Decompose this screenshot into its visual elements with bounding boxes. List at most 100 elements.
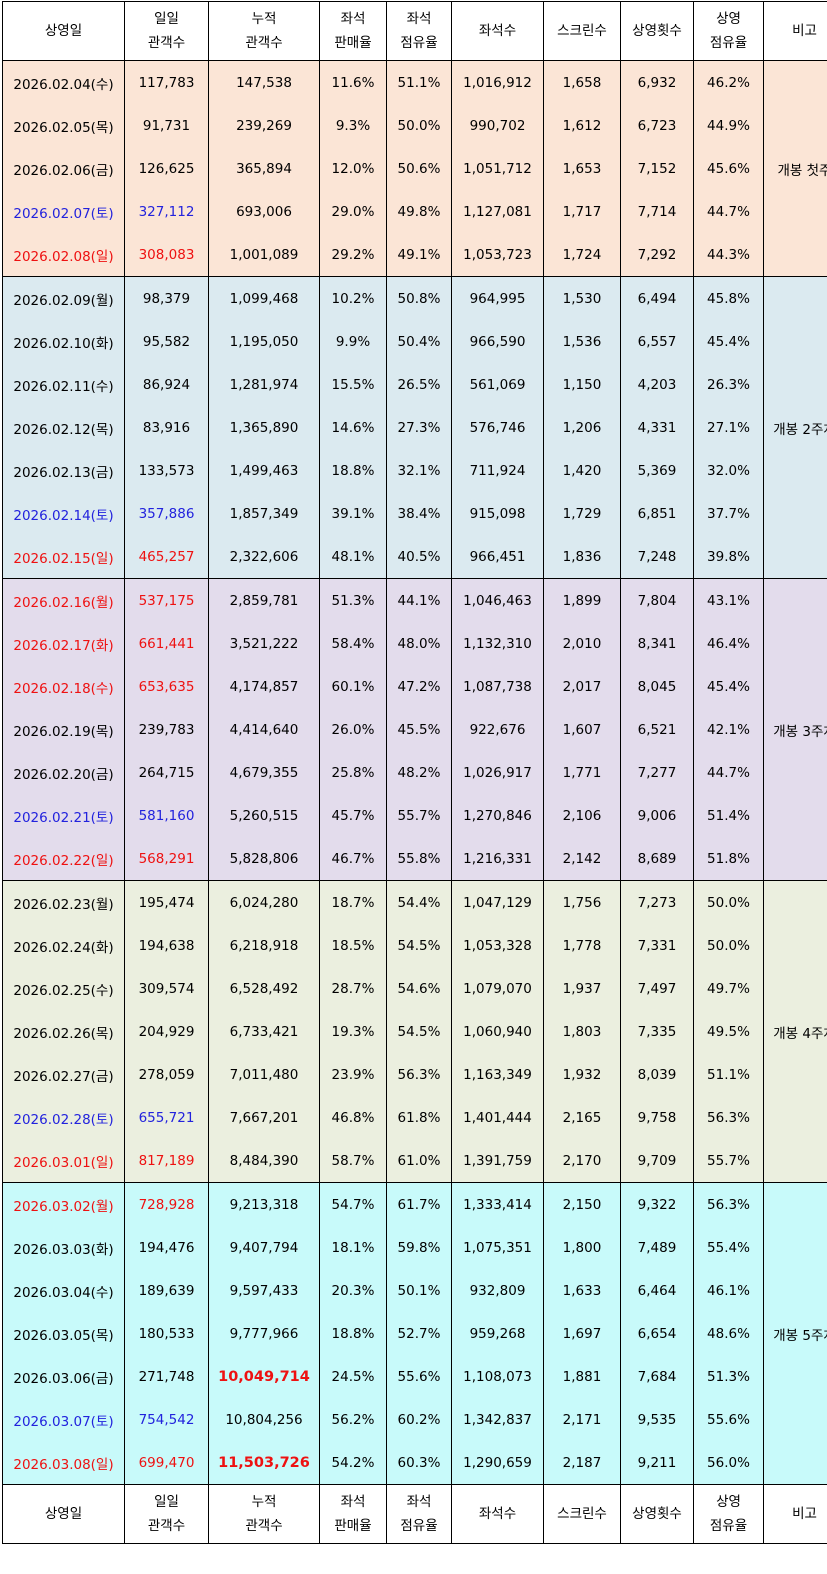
column-header-label: 비고 <box>792 23 817 39</box>
share-cell: 50.0% <box>694 924 764 967</box>
date-cell: 2026.03.02(월) <box>3 1183 125 1227</box>
sales-rate-cell: 56.2% <box>320 1398 387 1441</box>
cumulative-cell: 2,322,606 <box>209 535 320 579</box>
cumulative-cell: 1,195,050 <box>209 320 320 363</box>
cumulative-cell: 7,011,480 <box>209 1053 320 1096</box>
sales-rate-cell: 9.9% <box>320 320 387 363</box>
screens-cell: 1,932 <box>544 1053 621 1096</box>
occupancy-cell: 60.3% <box>387 1441 452 1485</box>
daily-cell: 309,574 <box>125 967 209 1010</box>
shows-cell: 7,684 <box>621 1355 694 1398</box>
date-cell: 2026.02.27(금) <box>3 1053 125 1096</box>
shows-cell: 9,535 <box>621 1398 694 1441</box>
seats-cell: 959,268 <box>452 1312 544 1355</box>
column-header-label: 점유율 <box>710 35 747 51</box>
daily-cell: 126,625 <box>125 147 209 190</box>
column-footer-label: 상영 <box>716 1494 741 1510</box>
daily-cell: 357,886 <box>125 492 209 535</box>
daily-cell: 91,731 <box>125 104 209 147</box>
column-footer-label: 점유율 <box>400 1518 437 1534</box>
occupancy-cell: 50.4% <box>387 320 452 363</box>
share-cell: 46.1% <box>694 1269 764 1312</box>
screens-cell: 1,697 <box>544 1312 621 1355</box>
column-header-label: 판매율 <box>334 35 371 51</box>
date-cell: 2026.02.13(금) <box>3 449 125 492</box>
occupancy-cell: 55.6% <box>387 1355 452 1398</box>
sales-rate-cell: 25.8% <box>320 751 387 794</box>
share-cell: 37.7% <box>694 492 764 535</box>
seats-cell: 1,401,444 <box>452 1096 544 1139</box>
share-cell: 32.0% <box>694 449 764 492</box>
date-cell: 2026.03.08(일) <box>3 1441 125 1485</box>
cumulative-cell: 3,521,222 <box>209 622 320 665</box>
date-cell: 2026.03.05(목) <box>3 1312 125 1355</box>
occupancy-cell: 50.0% <box>387 104 452 147</box>
column-header-label: 점유율 <box>400 35 437 51</box>
occupancy-cell: 61.8% <box>387 1096 452 1139</box>
seats-cell: 1,046,463 <box>452 579 544 623</box>
occupancy-cell: 56.3% <box>387 1053 452 1096</box>
seats-cell: 1,391,759 <box>452 1139 544 1183</box>
cumulative-cell: 9,407,794 <box>209 1226 320 1269</box>
date-cell: 2026.02.15(일) <box>3 535 125 579</box>
occupancy-cell: 54.4% <box>387 881 452 925</box>
cumulative-cell: 1,001,089 <box>209 233 320 277</box>
column-footer-label: 상영일 <box>45 1506 82 1522</box>
occupancy-cell: 27.3% <box>387 406 452 449</box>
seats-cell: 1,087,738 <box>452 665 544 708</box>
column-footer-label: 판매율 <box>334 1518 371 1534</box>
screens-cell: 1,633 <box>544 1269 621 1312</box>
occupancy-cell: 51.1% <box>387 61 452 105</box>
seats-cell: 1,047,129 <box>452 881 544 925</box>
column-footer-cell: 스크린수 <box>544 1485 621 1544</box>
date-cell: 2026.02.24(화) <box>3 924 125 967</box>
daily-cell: 327,112 <box>125 190 209 233</box>
week-note-cell: 개봉 첫주 <box>764 61 827 277</box>
seats-cell: 561,069 <box>452 363 544 406</box>
sales-rate-cell: 18.1% <box>320 1226 387 1269</box>
date-cell: 2026.02.09(월) <box>3 277 125 321</box>
date-cell: 2026.02.07(토) <box>3 190 125 233</box>
date-cell: 2026.02.17(화) <box>3 622 125 665</box>
date-cell: 2026.02.23(월) <box>3 881 125 925</box>
date-cell: 2026.02.26(목) <box>3 1010 125 1053</box>
column-header-cell: 스크린수 <box>544 2 621 61</box>
occupancy-cell: 55.8% <box>387 837 452 881</box>
sales-rate-cell: 39.1% <box>320 492 387 535</box>
sales-rate-cell: 26.0% <box>320 708 387 751</box>
share-cell: 44.3% <box>694 233 764 277</box>
sales-rate-cell: 54.7% <box>320 1183 387 1227</box>
daily-cell: 661,441 <box>125 622 209 665</box>
share-cell: 55.7% <box>694 1139 764 1183</box>
daily-cell: 655,721 <box>125 1096 209 1139</box>
date-cell: 2026.02.28(토) <box>3 1096 125 1139</box>
screens-cell: 1,881 <box>544 1355 621 1398</box>
occupancy-cell: 45.5% <box>387 708 452 751</box>
daily-cell: 308,083 <box>125 233 209 277</box>
screens-cell: 1,800 <box>544 1226 621 1269</box>
daily-cell: 117,783 <box>125 61 209 105</box>
shows-cell: 7,804 <box>621 579 694 623</box>
share-cell: 27.1% <box>694 406 764 449</box>
date-cell: 2026.02.20(금) <box>3 751 125 794</box>
daily-cell: 194,476 <box>125 1226 209 1269</box>
column-footer-label: 점유율 <box>710 1518 747 1534</box>
cumulative-cell: 7,667,201 <box>209 1096 320 1139</box>
sales-rate-cell: 28.7% <box>320 967 387 1010</box>
cumulative-cell: 5,828,806 <box>209 837 320 881</box>
daily-cell: 195,474 <box>125 881 209 925</box>
screens-cell: 1,536 <box>544 320 621 363</box>
share-cell: 56.0% <box>694 1441 764 1485</box>
occupancy-cell: 32.1% <box>387 449 452 492</box>
seats-cell: 1,127,081 <box>452 190 544 233</box>
